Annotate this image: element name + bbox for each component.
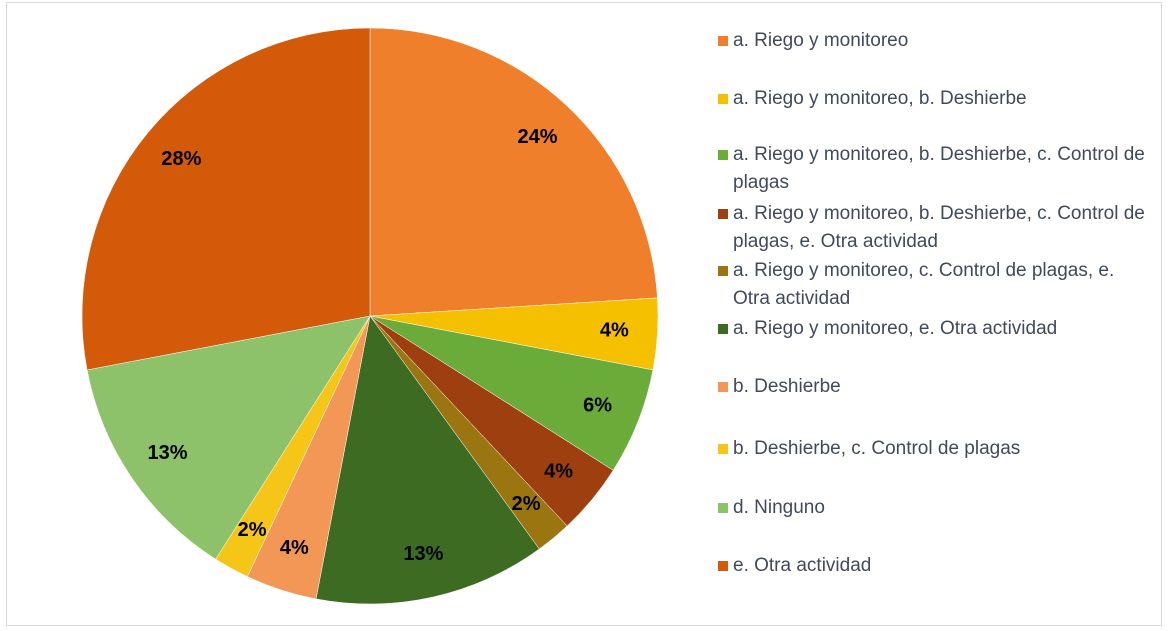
- legend-label: a. Riego y monitoreo, b. Deshierbe, c. C…: [733, 203, 1145, 252]
- legend-entry: b. Deshierbe: [718, 373, 1153, 401]
- data-label: 24%: [518, 126, 558, 148]
- legend-swatch: [718, 94, 728, 104]
- pie-slice: [86, 315, 371, 560]
- data-label: 4%: [280, 537, 309, 559]
- legend-label: a. Riego y monitoreo, b. Deshierbe: [733, 88, 1027, 109]
- legend-entry: d. Ninguno: [718, 494, 1153, 522]
- chart-frame: [6, 2, 1162, 626]
- legend-entry: a. Riego y monitoreo, c. Control de plag…: [718, 257, 1153, 313]
- legend-label: a. Riego y monitoreo, c. Control de plag…: [733, 260, 1115, 309]
- legend-entry: a. Riego y monitoreo, b. Deshierbe, c. C…: [718, 141, 1153, 197]
- legend-swatch: [718, 36, 728, 46]
- data-label: 4%: [600, 320, 629, 342]
- data-label: 4%: [544, 460, 573, 482]
- data-label: 28%: [161, 148, 201, 170]
- legend-swatch: [718, 561, 728, 571]
- legend-entry: a. Riego y monitoreo: [718, 27, 1153, 55]
- legend-entry: b. Deshierbe, c. Control de plagas: [718, 435, 1153, 463]
- legend-swatch: [718, 382, 728, 392]
- data-label: 13%: [403, 543, 443, 565]
- legend-swatch: [718, 266, 728, 276]
- legend-swatch: [718, 324, 728, 334]
- legend-label: a. Riego y monitoreo, e. Otra actividad: [733, 318, 1058, 339]
- legend-label: b. Deshierbe: [733, 376, 841, 397]
- legend-entry: a. Riego y monitoreo, b. Deshierbe: [718, 85, 1153, 113]
- legend-label: d. Ninguno: [733, 497, 825, 518]
- pie-slice: [369, 27, 658, 317]
- legend-swatch: [718, 503, 728, 513]
- legend-label: b. Deshierbe, c. Control de plagas: [733, 438, 1021, 459]
- legend-label: a. Riego y monitoreo: [733, 30, 909, 51]
- legend-swatch: [718, 209, 728, 219]
- data-label: 6%: [583, 394, 612, 416]
- legend-label: e. Otra actividad: [733, 555, 872, 576]
- legend-swatch: [718, 150, 728, 160]
- pie-slice: [315, 315, 540, 605]
- data-label: 2%: [238, 519, 267, 541]
- data-label: 2%: [512, 493, 541, 515]
- legend-entry: a. Riego y monitoreo, b. Deshierbe, c. C…: [718, 200, 1153, 256]
- pie-slice: [81, 27, 371, 371]
- data-label: 13%: [148, 442, 188, 464]
- legend-label: a. Riego y monitoreo, b. Deshierbe, c. C…: [733, 144, 1145, 193]
- legend-entry: a. Riego y monitoreo, e. Otra actividad: [718, 315, 1153, 343]
- legend-entry: e. Otra actividad: [718, 552, 1153, 580]
- legend-swatch: [718, 444, 728, 454]
